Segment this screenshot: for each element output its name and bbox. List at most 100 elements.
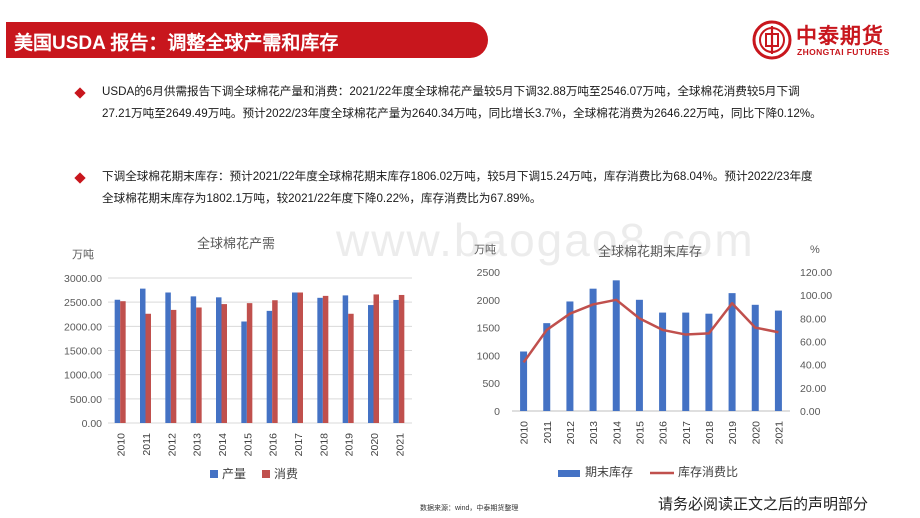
brand-logo: 中泰期货 ZHONGTAI FUTURES xyxy=(752,18,912,62)
bar-consumption-2017 xyxy=(297,292,303,423)
bar-production-2016 xyxy=(266,310,273,423)
x-tick-label: 2018 xyxy=(704,421,716,445)
bar-ending-stock-2019 xyxy=(728,293,736,411)
bar-production-2010 xyxy=(114,299,121,423)
x-tick-label: 2019 xyxy=(727,421,739,445)
y-tick-label: 0 xyxy=(494,406,500,418)
y2-tick-label: 60.00 xyxy=(800,337,826,349)
x-tick-label: 2020 xyxy=(369,433,381,457)
bar-ending-stock-2016 xyxy=(659,312,667,411)
bar-consumption-2021 xyxy=(398,294,405,423)
bar-ending-stock-2013 xyxy=(589,288,597,411)
bar-ending-stock-2017 xyxy=(682,312,690,411)
bar-production-2015 xyxy=(241,321,247,423)
bar-production-2020 xyxy=(368,305,374,423)
bar-consumption-2013 xyxy=(196,307,202,423)
bar-ending-stock-2021 xyxy=(774,310,782,411)
x-tick-label: 2010 xyxy=(116,433,128,457)
y-tick-label: 1000 xyxy=(477,350,501,362)
bar-production-2013 xyxy=(190,296,197,423)
bar-consumption-2011 xyxy=(145,313,151,423)
bar-production-2017 xyxy=(292,292,298,423)
legend-label: 库存消费比 xyxy=(678,464,738,479)
y-tick-label: 1500.00 xyxy=(64,346,102,358)
y2-tick-label: 0.00 xyxy=(800,406,821,418)
x-tick-label: 2010 xyxy=(519,421,531,445)
x-tick-label: 2013 xyxy=(192,433,204,457)
bar-ending-stock-2020 xyxy=(751,304,759,411)
y-tick-label: 500 xyxy=(482,378,500,390)
bar-consumption-2020 xyxy=(373,294,379,423)
x-tick-label: 2013 xyxy=(588,421,600,445)
legend-label: 产量 xyxy=(222,467,246,481)
x-tick-label: 2021 xyxy=(394,433,406,457)
bar-production-2011 xyxy=(140,288,146,423)
bar-ending-stock-2010 xyxy=(520,351,528,411)
x-tick-label: 2011 xyxy=(141,433,153,456)
x-tick-label: 2015 xyxy=(634,421,646,445)
y2-tick-label: 20.00 xyxy=(800,383,826,395)
x-tick-label: 2017 xyxy=(681,421,693,445)
y2-tick-label: 40.00 xyxy=(800,360,826,372)
x-tick-label: 2020 xyxy=(750,421,762,445)
y2-tick-label: 80.00 xyxy=(800,313,826,325)
x-tick-label: 2017 xyxy=(293,433,305,457)
legend-swatch xyxy=(558,470,580,477)
x-tick-label: 2012 xyxy=(565,421,577,445)
legend-swatch xyxy=(210,470,218,478)
bar-production-2014 xyxy=(216,297,222,423)
paragraph-production-consumption: USDA的6月供需报告下调全球棉花产量和消费：2021/22年度全球棉花产量较5… xyxy=(102,85,822,120)
y-tick-label: 3000.00 xyxy=(64,273,102,285)
x-tick-label: 2021 xyxy=(773,421,785,445)
bar-consumption-2018 xyxy=(322,295,329,423)
x-tick-label: 2018 xyxy=(318,433,330,457)
bar-ending-stock-2011 xyxy=(543,323,551,411)
bar-ending-stock-2018 xyxy=(705,313,713,411)
title-bar: 美国USDA 报告：调整全球产需和库存 xyxy=(0,22,488,58)
coin-icon xyxy=(752,20,792,60)
x-tick-label: 2012 xyxy=(166,433,178,457)
y-tick-label: 2500 xyxy=(477,267,501,279)
bar-production-2021 xyxy=(393,299,399,423)
page-title: 美国USDA 报告：调整全球产需和库存 xyxy=(14,33,339,54)
bar-ending-stock-2014 xyxy=(612,280,620,411)
x-tick-label: 2014 xyxy=(611,421,623,445)
data-source: 数据来源：wind，中泰期货整理 xyxy=(420,505,519,512)
disclaimer: 请务必阅读正文之后的声明部分 xyxy=(658,496,869,513)
y2-tick-label: 120.00 xyxy=(800,267,832,279)
y-tick-label: 2000 xyxy=(477,295,501,307)
x-tick-label: 2014 xyxy=(217,433,229,457)
legend-swatch xyxy=(262,470,270,478)
logo-subtitle: ZHONGTAI FUTURES xyxy=(797,47,890,57)
bar-production-2019 xyxy=(342,295,349,423)
y-axis-label: 万吨 xyxy=(72,248,94,261)
watermark: www.baogao8.com xyxy=(336,214,755,266)
chart-title: 全球棉花产需 xyxy=(197,236,275,251)
legend-label: 期末库存 xyxy=(585,464,633,479)
bar-ending-stock-2015 xyxy=(635,299,643,411)
bar-production-2018 xyxy=(317,297,323,423)
y2-axis-label: % xyxy=(810,244,820,256)
y-tick-label: 1500 xyxy=(477,323,501,335)
x-tick-label: 2015 xyxy=(242,433,254,457)
bar-ending-stock-2012 xyxy=(566,301,574,411)
paragraph-ending-stock: 下调全球棉花期末库存：预计2021/22年度全球棉花期末库存1806.02万吨，… xyxy=(102,170,813,205)
bar-consumption-2012 xyxy=(170,309,177,423)
y-tick-label: 2500.00 xyxy=(64,297,102,309)
x-tick-label: 2019 xyxy=(344,433,356,457)
y-tick-label: 2000.00 xyxy=(64,321,102,333)
bar-consumption-2010 xyxy=(120,301,126,423)
title-accent xyxy=(0,22,6,58)
x-tick-label: 2016 xyxy=(658,421,670,445)
x-tick-label: 2016 xyxy=(268,433,280,457)
bar-consumption-2014 xyxy=(221,304,227,423)
bar-consumption-2015 xyxy=(246,303,253,423)
line-stock-to-use-ratio xyxy=(522,298,779,364)
logo-name: 中泰期货 xyxy=(796,25,884,48)
y-tick-label: 1000.00 xyxy=(64,370,102,382)
bar-production-2012 xyxy=(165,292,171,423)
bar-consumption-2019 xyxy=(348,313,354,423)
x-tick-label: 2011 xyxy=(542,421,554,444)
y-tick-label: 0.00 xyxy=(82,418,103,430)
